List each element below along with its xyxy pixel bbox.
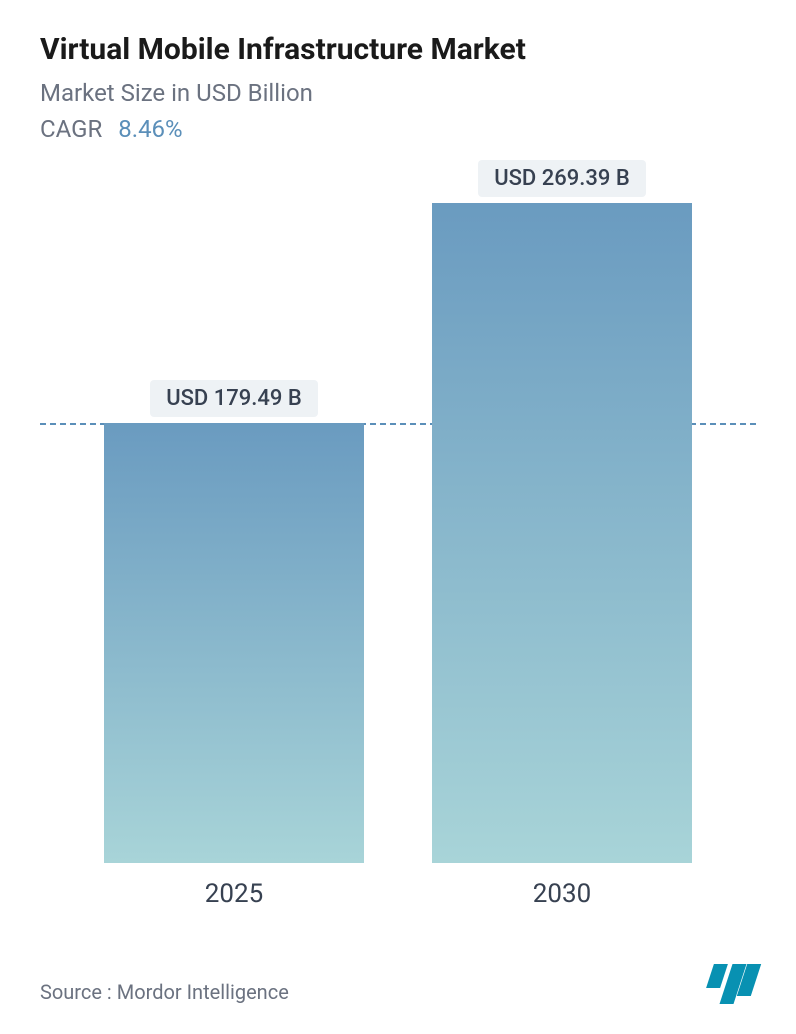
chart-header: Virtual Mobile Infrastructure Market Mar… [40,32,756,143]
chart-subtitle: Market Size in USD Billion [40,79,756,107]
chart-title: Virtual Mobile Infrastructure Market [40,32,756,67]
cagr-value: 8.46% [118,115,182,143]
bar-2030 [432,203,692,863]
chart-footer: Source : Mordor Intelligence [40,964,756,1014]
chart-area: USD 179.49 B USD 269.39 B 2025 2030 [40,203,756,934]
bar-wrap-2025: USD 179.49 B [104,203,364,863]
cagr-row: CAGR 8.46% [40,115,756,143]
value-label-2030: USD 269.39 B [478,160,646,197]
x-label-2030: 2030 [432,879,692,909]
bar-2025 [104,423,364,863]
mordor-logo-icon [710,964,756,1004]
x-label-2025: 2025 [104,879,364,909]
cagr-label: CAGR [40,115,102,143]
value-label-2025: USD 179.49 B [150,380,318,417]
bar-wrap-2030: USD 269.39 B [432,203,692,863]
chart-container: Virtual Mobile Infrastructure Market Mar… [0,0,796,1034]
bars-region: USD 179.49 B USD 269.39 B [40,203,756,863]
x-axis-labels: 2025 2030 [40,863,756,909]
source-text: Source : Mordor Intelligence [40,980,289,1004]
